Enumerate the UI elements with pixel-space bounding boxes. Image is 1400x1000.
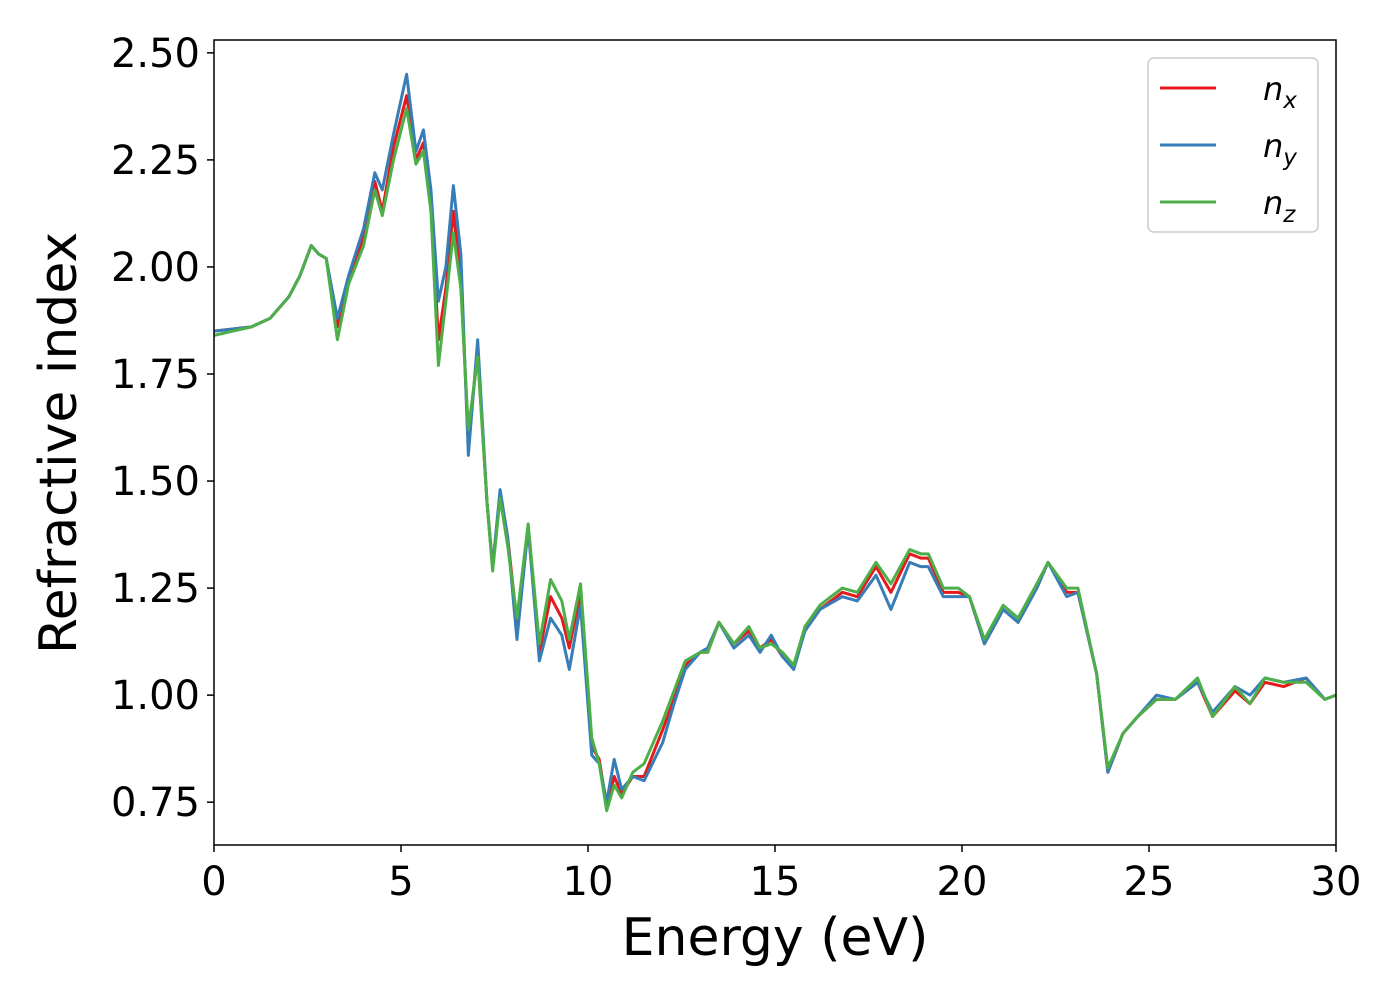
x-tick-label: 15 xyxy=(750,859,801,905)
x-tick-label: 20 xyxy=(937,859,988,905)
y-tick-label: 2.00 xyxy=(111,245,200,291)
y-tick-label: 1.75 xyxy=(111,352,200,398)
x-tick-label: 30 xyxy=(1311,859,1362,905)
legend-text: ny xyxy=(1263,127,1297,171)
legend-text: nz xyxy=(1263,184,1296,228)
y-axis-label: Refractive index xyxy=(29,232,89,654)
x-tick-label: 10 xyxy=(563,859,614,905)
x-axis-label: Energy (eV) xyxy=(622,908,929,968)
y-tick-label: 2.50 xyxy=(111,31,200,77)
series-line xyxy=(214,107,1336,813)
x-tick-label: 0 xyxy=(201,859,226,905)
y-tick-label: 0.75 xyxy=(111,780,200,826)
y-tick-label: 1.50 xyxy=(111,459,200,505)
y-tick-label: 1.25 xyxy=(111,566,200,612)
y-tick-label: 2.25 xyxy=(111,138,200,184)
plot-frame xyxy=(213,39,1337,846)
x-tick-label: 5 xyxy=(388,859,413,905)
x-tick-label: 25 xyxy=(1124,859,1175,905)
y-tick-label: 1.00 xyxy=(111,673,200,719)
legend-box xyxy=(1147,57,1319,233)
legend-text: nx xyxy=(1263,70,1297,114)
